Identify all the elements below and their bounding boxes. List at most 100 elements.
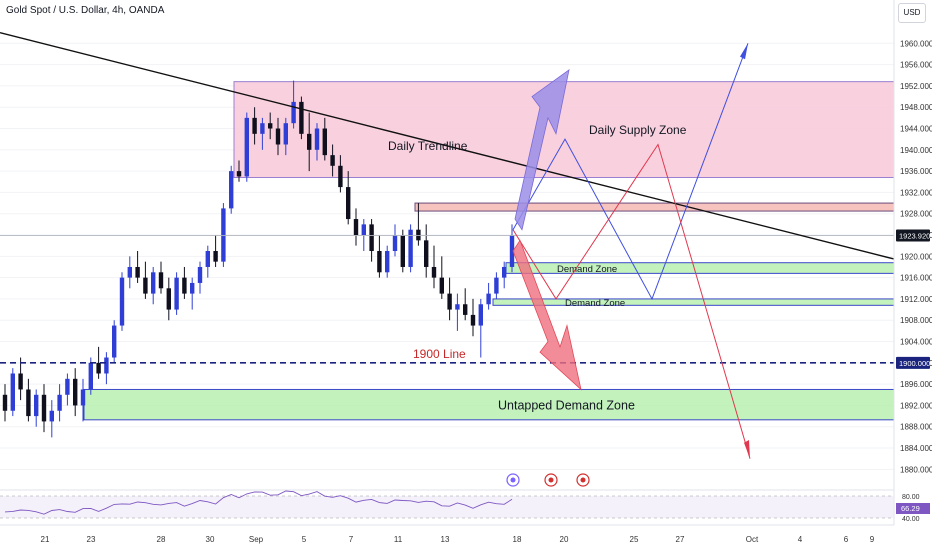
- candle-body: [361, 224, 366, 236]
- candle-body: [478, 304, 483, 326]
- time-tick-label: 5: [302, 535, 307, 544]
- time-tick-label: 25: [630, 535, 639, 544]
- candle-body: [205, 251, 210, 267]
- price-tick-label: 1960.000: [900, 39, 932, 48]
- candle-body: [275, 128, 281, 145]
- price-tick-label: 1892.000: [900, 401, 932, 410]
- level-1900-tag: 1900.000: [899, 359, 930, 368]
- time-tick-label: 28: [157, 535, 166, 544]
- candle-body: [307, 133, 312, 150]
- candle-body: [236, 171, 242, 177]
- candle-body: [112, 325, 117, 358]
- bullish-arrow: [514, 69, 570, 231]
- demand-zone-label: Demand Zone: [557, 264, 617, 275]
- candle-body: [314, 128, 320, 150]
- candle-body: [346, 187, 351, 220]
- candle-body: [431, 266, 437, 278]
- event-icon-dot: [548, 477, 554, 483]
- demand-zone-lower: [492, 298, 895, 306]
- candle-body: [190, 282, 195, 294]
- bearish-arrow: [512, 239, 582, 391]
- candle-body: [213, 251, 218, 262]
- candle-body: [400, 235, 405, 267]
- price-tick-label: 1932.000: [900, 188, 932, 197]
- time-tick-label: Oct: [746, 535, 759, 544]
- candle-body: [34, 394, 39, 417]
- candle-body: [41, 394, 47, 422]
- demand-zone-label: Demand Zone: [565, 298, 625, 309]
- line-1900-label: 1900 Line: [413, 347, 466, 361]
- candle-body: [151, 272, 156, 294]
- candle-body: [252, 117, 257, 134]
- candle-body: [330, 155, 335, 166]
- candle-body: [10, 373, 15, 411]
- candle-body: [353, 219, 359, 236]
- candle-body: [463, 304, 468, 315]
- candle-body: [57, 394, 62, 411]
- price-tick-label: 1936.000: [900, 167, 932, 176]
- time-tick-label: 21: [41, 535, 50, 544]
- price-tick-label: 1944.000: [900, 125, 932, 134]
- untapped-demand-zone: [83, 388, 895, 421]
- candle-body: [455, 304, 460, 310]
- candle-body: [127, 266, 132, 278]
- candles: [2, 80, 515, 438]
- price-tick-label: 1920.000: [900, 252, 932, 261]
- time-tick-label: 18: [513, 535, 522, 544]
- candle-body: [229, 171, 234, 209]
- time-tick-label: 9: [870, 535, 875, 544]
- candle-body: [268, 123, 273, 129]
- event-icon-dot: [510, 477, 516, 483]
- candle-body: [182, 277, 187, 294]
- candle-body: [392, 235, 398, 251]
- event-icon-dot: [580, 477, 586, 483]
- candle-body: [197, 266, 203, 283]
- price-axis: 1960.000 1956.000 1952.000 1948.000 1944.000…: [893, 0, 932, 525]
- rsi-pane: 80.00 40.00 66.29: [0, 489, 930, 523]
- rsi-value-tag-bg: [896, 503, 930, 514]
- price-tick-label: 1884.000: [900, 444, 932, 453]
- candle-body: [439, 277, 444, 294]
- candle-body: [502, 266, 507, 278]
- time-tick-label: 13: [441, 535, 450, 544]
- level-1900-tag-bg: [896, 356, 930, 369]
- rsi-tick-label: 80.00: [902, 494, 920, 501]
- price-tick-label: 1880.000: [900, 465, 932, 474]
- rsi-value-tag: 66.29: [901, 504, 920, 513]
- currency-button[interactable]: USD: [898, 3, 926, 23]
- candle-body: [119, 277, 125, 326]
- price-tick-label: 1888.000: [900, 423, 932, 432]
- time-axis: 21 23 28 30 Sep 5 7 11 13 18 20 25 27 Oct 4 6 9: [0, 524, 894, 544]
- price-tick-label: 1940.000: [900, 146, 932, 155]
- candle-body: [26, 389, 31, 417]
- candle-body: [338, 165, 343, 188]
- candle-body: [166, 288, 171, 310]
- candle-body: [509, 235, 515, 267]
- candle-body: [470, 314, 476, 326]
- current-price-tag: 1923.920: [899, 231, 930, 240]
- resistance-zone: [414, 202, 895, 212]
- candle-body: [416, 229, 421, 241]
- time-tick-label: 4: [798, 535, 803, 544]
- overlays: Daily Trendline Daily Supply Zone Demand Z…: [0, 31, 895, 487]
- candle-body: [143, 277, 148, 294]
- candle-body: [80, 389, 86, 406]
- candle-body: [158, 272, 164, 289]
- daily-trendline: [0, 31, 895, 260]
- candle-body: [174, 277, 179, 310]
- candle-body: [73, 378, 78, 406]
- price-tick-label: 1952.000: [900, 82, 932, 91]
- candle-body: [65, 378, 70, 395]
- candle-body: [486, 293, 491, 305]
- red-projection-path: [512, 143, 751, 459]
- price-tick-label: 1912.000: [900, 295, 932, 304]
- candle-body: [2, 394, 8, 411]
- candle-body: [88, 362, 93, 390]
- price-tick-label: 1908.000: [900, 316, 932, 325]
- candle-body: [369, 224, 374, 251]
- time-tick-label: 27: [676, 535, 685, 544]
- candle-body: [244, 117, 249, 177]
- untapped-demand-label: Untapped Demand Zone: [498, 398, 635, 412]
- blue-arrowhead: [740, 43, 748, 60]
